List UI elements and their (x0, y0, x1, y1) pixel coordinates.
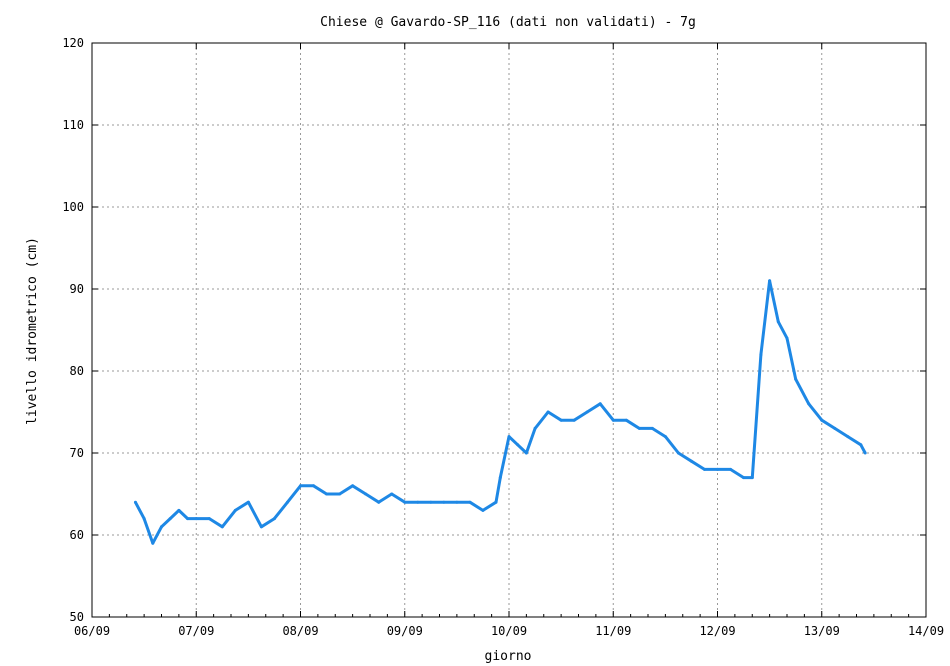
data-point (390, 492, 394, 496)
data-point (325, 492, 329, 496)
data-point (585, 410, 589, 414)
data-point (377, 500, 381, 504)
data-point (151, 541, 155, 545)
y-tick-label: 100 (62, 200, 84, 214)
data-point (186, 517, 190, 521)
data-point (524, 451, 528, 455)
data-point (403, 500, 407, 504)
x-tick-label: 08/09 (282, 624, 318, 638)
data-point (650, 426, 654, 430)
data-point (299, 484, 302, 488)
plot-frame (91, 42, 927, 618)
y-tick-label: 70 (70, 446, 84, 460)
grid (92, 43, 926, 617)
data-point (312, 484, 316, 488)
x-tick-label: 11/09 (595, 624, 631, 638)
data-point (246, 500, 250, 504)
data-point (481, 508, 485, 512)
data-point (416, 500, 420, 504)
data-point (338, 492, 342, 496)
data-point (572, 418, 576, 422)
data-point (455, 500, 459, 504)
data-point (794, 377, 798, 381)
data-point (160, 525, 163, 529)
data-point (259, 525, 263, 529)
data-point (807, 402, 811, 406)
data-point (759, 353, 763, 357)
data-point (507, 435, 511, 439)
chart-title: Chiese @ Gavardo-SP_116 (dati non valida… (320, 15, 696, 30)
axis-ticks: 50 60 70 80 90 100 110 120 06/09 07/09 08/09 09/09 1… (62, 36, 944, 638)
data-point (177, 508, 181, 512)
data-point (498, 476, 502, 480)
data-point (559, 418, 563, 422)
data-point (663, 435, 667, 439)
data-point (776, 320, 780, 324)
data-point (611, 418, 615, 422)
data-point (820, 418, 824, 422)
y-tick-label: 110 (62, 118, 84, 132)
data-point (742, 476, 746, 480)
y-tick-label: 90 (70, 282, 84, 296)
data-point (750, 476, 754, 480)
data-point (351, 484, 355, 488)
x-tick-label: 07/09 (178, 624, 214, 638)
y-tick-label: 50 (70, 610, 84, 624)
data-point (785, 336, 789, 340)
data-point (442, 500, 446, 504)
data-point (598, 402, 602, 406)
x-tick-label: 10/09 (491, 624, 527, 638)
x-tick-label: 06/09 (74, 624, 110, 638)
data-point (194, 517, 198, 521)
data-point (233, 508, 237, 512)
data-point (494, 500, 498, 504)
x-tick-label: 13/09 (804, 624, 840, 638)
data-point (859, 443, 863, 447)
x-axis-label: giorno (485, 649, 532, 664)
data-point (689, 459, 693, 463)
y-tick-label: 60 (70, 528, 84, 542)
data-point (702, 467, 706, 471)
data-point (729, 467, 733, 471)
data-point (716, 467, 719, 471)
data-point (364, 492, 368, 496)
data-point (863, 451, 867, 455)
data-point (846, 435, 850, 439)
data-point (272, 517, 276, 521)
y-tick-label: 80 (70, 364, 84, 378)
series-0-line (134, 279, 867, 545)
data-point (516, 443, 520, 447)
data-point (285, 500, 289, 504)
series-line (133, 279, 867, 545)
data-point (637, 426, 641, 430)
data-point (833, 426, 837, 430)
data-point (142, 517, 146, 521)
data-point (468, 500, 472, 504)
data-point (676, 451, 680, 455)
y-axis-label: livello idrometrico (cm) (25, 237, 40, 425)
x-tick-label: 12/09 (699, 624, 735, 638)
data-point (133, 500, 137, 504)
data-point (768, 279, 772, 283)
x-tick-label: 09/09 (387, 624, 423, 638)
data-point (546, 410, 550, 414)
data-point (220, 525, 224, 529)
data-point (533, 426, 537, 430)
x-tick-label: 14/09 (908, 624, 944, 638)
data-point (168, 517, 172, 521)
y-tick-label: 120 (62, 36, 84, 50)
data-point (207, 517, 211, 521)
data-point (624, 418, 628, 422)
data-point (429, 500, 433, 504)
